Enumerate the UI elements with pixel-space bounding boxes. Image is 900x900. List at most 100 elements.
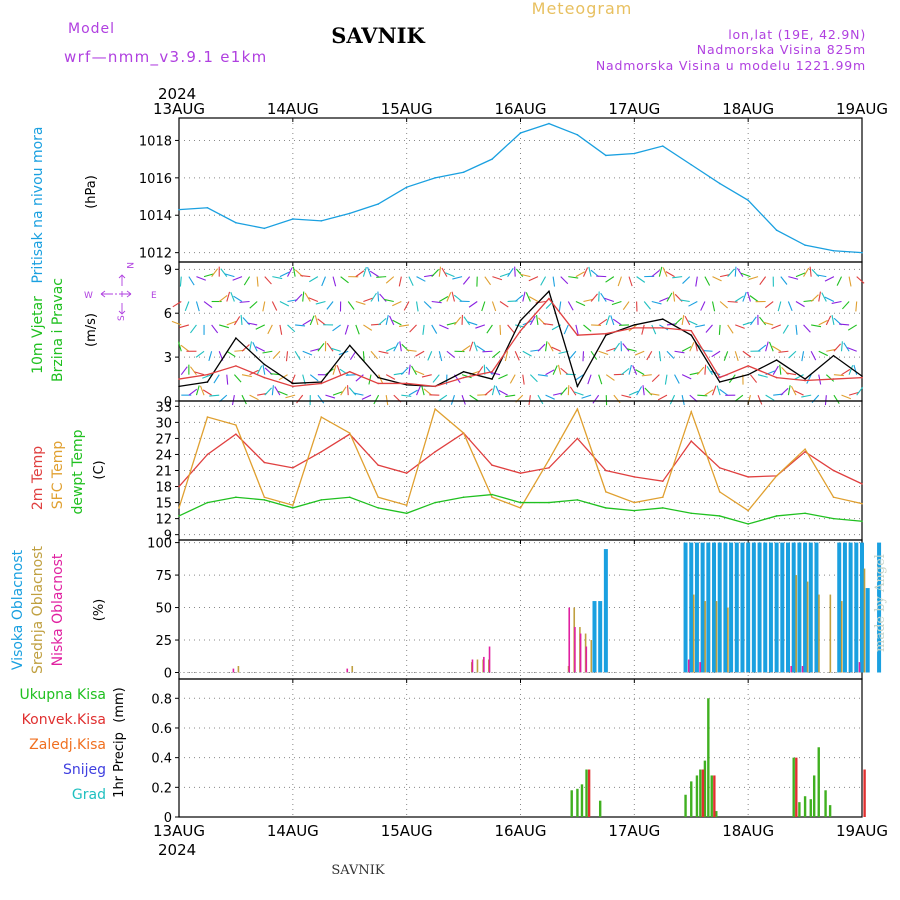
y-tick-label: 0 [164, 667, 172, 682]
data-point [263, 363, 266, 366]
wind-vector [600, 292, 607, 302]
wind-vector [482, 350, 493, 353]
wind-vector [811, 324, 822, 328]
data-point [292, 507, 294, 509]
wind-vector [195, 301, 200, 312]
wind-vector [622, 301, 630, 311]
wind-vector [199, 385, 205, 396]
wind-vector [757, 344, 767, 352]
bar-cloudiness-high [694, 542, 699, 673]
wind-vector [252, 342, 258, 352]
data-point [235, 221, 237, 224]
wind-vector [296, 394, 304, 404]
wind-vector [438, 266, 442, 277]
wind-vector [310, 348, 321, 352]
wind-vector [453, 294, 463, 302]
wind-vector [801, 351, 805, 362]
wind-vector [528, 276, 539, 282]
wind-vector [617, 276, 622, 287]
wind-vector [279, 271, 290, 278]
wind-vector [606, 347, 616, 352]
wind-vector [485, 366, 493, 376]
wind-vector [344, 324, 349, 335]
data-point [206, 373, 209, 376]
temp2m-ylabel: 2m Temp [30, 446, 46, 510]
wind-vector [232, 276, 243, 281]
data-point [292, 382, 294, 385]
bar-cloudiness-mid [818, 594, 820, 673]
panel-pressure: 1012 1014 1016 1018 [139, 117, 863, 263]
wind-vector [317, 394, 325, 404]
wind-vector [575, 271, 585, 278]
wind-vector [780, 387, 789, 396]
wind-vector [401, 394, 412, 397]
data-point [320, 220, 323, 222]
wind-vector [255, 346, 266, 352]
data-point [861, 376, 863, 379]
wind-vector [824, 395, 827, 406]
data-point [832, 249, 835, 252]
wind-vector [749, 295, 759, 302]
wind-vector [249, 341, 253, 352]
wind-vector [552, 365, 558, 375]
bar-cloudiness-high [877, 542, 882, 673]
y-tick-label: 0.2 [151, 781, 172, 796]
wind-vector [759, 276, 767, 286]
compass-e: E [151, 291, 157, 301]
sfc-temp-ylabel: SFC Temp [50, 441, 66, 510]
data-point [377, 376, 380, 379]
bar-cloudiness-mid [795, 575, 797, 673]
wind-vector [734, 295, 744, 302]
wind-vector [256, 276, 259, 287]
wind-vector [499, 301, 509, 308]
cloud-unit: (%) [92, 599, 107, 622]
wind-vector [274, 386, 281, 396]
y-tick-label: 21 [155, 465, 172, 480]
wind-vector [355, 324, 360, 335]
y-tick-label: 1014 [139, 209, 172, 224]
wind-vector [719, 388, 728, 396]
wind-vector [689, 372, 700, 376]
wind-vector [376, 276, 387, 278]
y-tick-label: 24 [155, 448, 172, 463]
wind-vector [522, 374, 525, 385]
bottom-time-axis: 13AUG 14AUG 15AUG 16AUG 17AUG 18AUG 19AUG [153, 822, 888, 840]
wind-vector [816, 274, 827, 278]
wind-vector [831, 314, 835, 326]
wind-vector [674, 317, 683, 326]
bar-cloudiness-low [568, 607, 571, 673]
data-point [320, 381, 323, 383]
data-point [491, 493, 493, 496]
bar-cloudiness-high [860, 542, 864, 673]
wind-vector [569, 350, 577, 360]
wind-vector [240, 314, 243, 325]
wind-vector [445, 272, 455, 278]
wind-vector [446, 292, 452, 302]
panel-wind: 0 3 6 9 [164, 261, 865, 410]
data-point [804, 244, 806, 246]
data-point [434, 177, 436, 179]
bar-cloudiness-high [780, 542, 785, 673]
data-point [491, 370, 493, 373]
wind-vector [833, 374, 844, 377]
wind-vector [461, 394, 466, 405]
wind-vector [432, 374, 440, 383]
wind-vector [841, 368, 851, 376]
wind-vector [651, 300, 662, 305]
wind-vector [622, 343, 630, 352]
wind-vector [452, 276, 463, 280]
altitude-label: Nadmorska Visina 825m [697, 42, 866, 57]
data-point [861, 483, 863, 485]
wind-vector [393, 342, 399, 352]
data-point [519, 507, 522, 509]
wind-vector [537, 343, 546, 352]
wind-vector [415, 301, 419, 312]
data-point [263, 496, 266, 499]
data-point [576, 385, 579, 388]
wind-vector [567, 385, 570, 396]
wind-vector [582, 351, 585, 362]
wind-vector [294, 293, 303, 302]
data-point [605, 332, 607, 335]
wind-vector [180, 366, 188, 375]
wind-vector [385, 374, 396, 380]
